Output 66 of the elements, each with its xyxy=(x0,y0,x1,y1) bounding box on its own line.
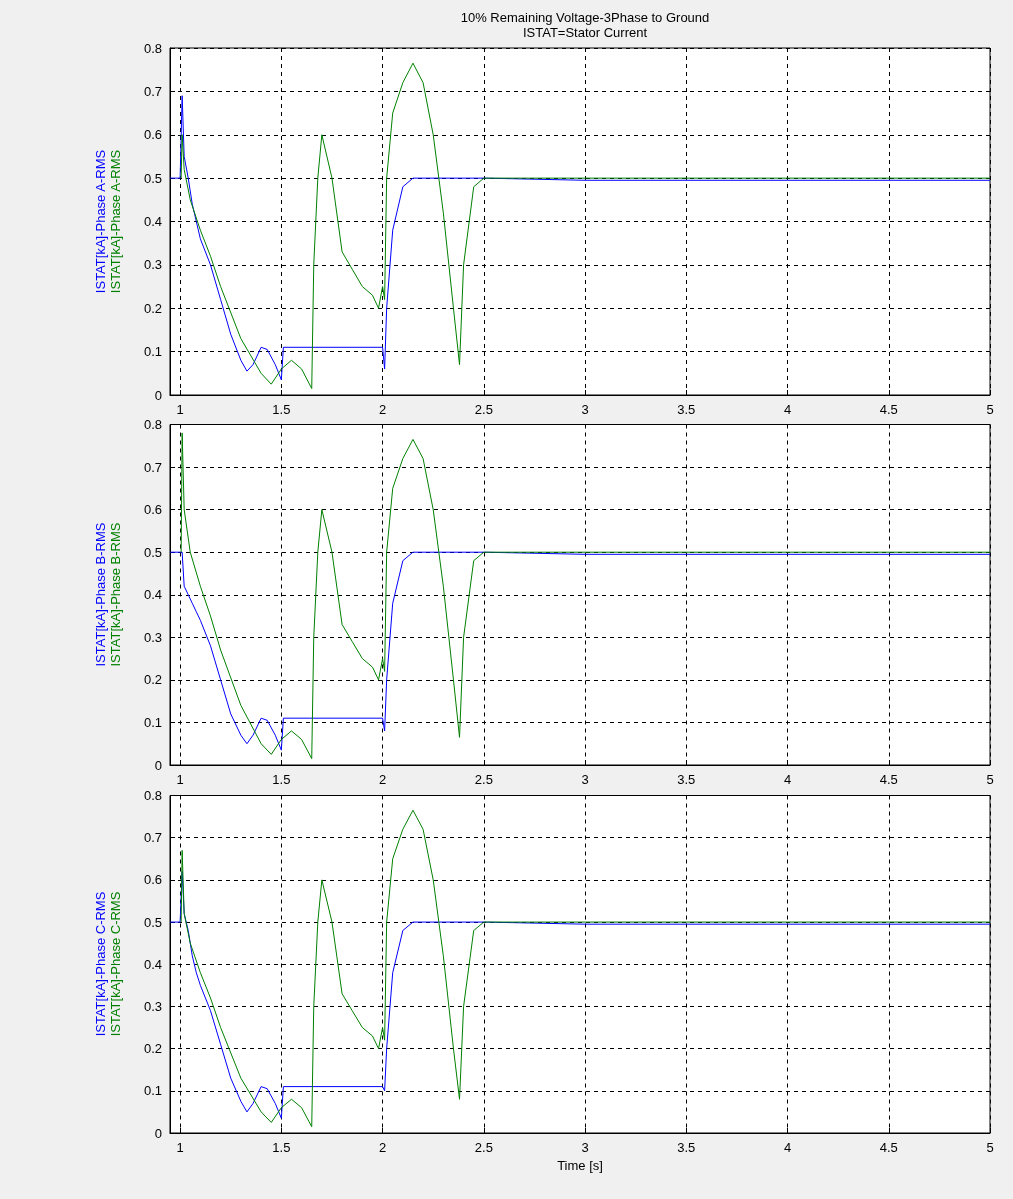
y-tick-label: 0.4 xyxy=(143,214,162,229)
x-tick-label: 5 xyxy=(986,772,994,787)
x-tick-label: 5 xyxy=(986,402,994,417)
line-series xyxy=(169,551,991,751)
x-tick-label: 1.5 xyxy=(272,402,291,417)
x-tick-label: 2.5 xyxy=(474,402,493,417)
y-tick-label: 0.2 xyxy=(143,672,162,688)
y-tick-label: 0.3 xyxy=(143,257,162,273)
y-tick-label: 0 xyxy=(154,1125,162,1141)
y-tick-label: 0.6 xyxy=(143,502,162,518)
x-tick-label: 2.5 xyxy=(474,772,493,787)
line-series xyxy=(180,809,991,1128)
x-tick-label: 4 xyxy=(783,402,792,417)
text: ISTAT[kA]-Phase B-RMS xyxy=(92,522,108,667)
y-tick-label: 0 xyxy=(154,757,162,773)
text: ISTAT[kA]-Phase B-RMS xyxy=(107,522,123,667)
x-tick-label: 4.5 xyxy=(879,402,898,417)
x-tick-label: 3.5 xyxy=(677,772,696,787)
y-tick-label: 0.7 xyxy=(143,459,162,475)
x-tick-label: 1 xyxy=(176,402,184,417)
y-tick-label: 0.5 xyxy=(143,544,162,560)
x-axis-title: Time [s] xyxy=(557,1158,603,1173)
y-tick-label: 0.6 xyxy=(143,872,162,888)
y-tick-label: 0.1 xyxy=(143,714,162,730)
y-tick-label: 0.3 xyxy=(143,629,162,645)
y-tick-label: 0.8 xyxy=(143,788,162,803)
x-tick-label: 2.5 xyxy=(474,1140,493,1155)
x-tick-label: 2 xyxy=(378,772,387,787)
text: ISTAT[kA]-Phase A-RMS xyxy=(92,149,108,294)
y-tick-label: 0.4 xyxy=(143,956,162,972)
x-tick-label: 3.5 xyxy=(677,402,696,417)
x-tick-label: 2 xyxy=(378,1140,387,1155)
y-tick-label: 0.1 xyxy=(143,1083,162,1099)
x-tick-label: 1.5 xyxy=(272,772,291,787)
y-tick-label: 0.8 xyxy=(143,417,162,432)
text: ISTAT[kA]-Phase A-RMS xyxy=(107,149,123,294)
x-tick-label: 4 xyxy=(783,1140,792,1155)
chart-subtitle: ISTAT=Stator Current xyxy=(522,25,648,40)
x-tick-label: 1 xyxy=(176,1140,184,1155)
y-tick-label: 0.5 xyxy=(143,170,162,186)
text: ISTAT[kA]-Phase C-RMS xyxy=(107,891,123,1037)
y-tick-label: 0.2 xyxy=(143,300,162,316)
y-tick-label: 0.7 xyxy=(143,830,162,846)
x-tick-label: 4 xyxy=(783,772,792,787)
x-tick-label: 3 xyxy=(581,402,589,417)
y-tick-label: 0.7 xyxy=(143,83,162,99)
x-tick-label: 5 xyxy=(986,1140,994,1155)
y-tick-label: 0.5 xyxy=(143,914,162,930)
text: ISTAT[kA]-Phase C-RMS xyxy=(92,891,108,1037)
x-tick-label: 2 xyxy=(378,402,387,417)
chart-title: 10% Remaining Voltage-3Phase to Ground xyxy=(460,10,710,25)
x-tick-label: 3.5 xyxy=(677,1140,696,1155)
x-tick-label: 3 xyxy=(581,772,589,787)
y-tick-label: 0.3 xyxy=(143,998,162,1014)
x-tick-label: 4.5 xyxy=(879,772,898,787)
y-tick-label: 0.1 xyxy=(143,344,162,360)
y-tick-label: 0.6 xyxy=(143,127,162,143)
y-tick-label: 0.4 xyxy=(143,587,162,603)
x-tick-label: 3 xyxy=(581,1140,589,1155)
y-tick-label: 0.8 xyxy=(143,40,162,56)
y-tick-label: 0 xyxy=(154,387,162,403)
line-series xyxy=(180,432,991,760)
x-tick-label: 1 xyxy=(176,772,184,787)
x-tick-label: 4.5 xyxy=(879,1140,898,1155)
y-tick-label: 0.2 xyxy=(143,1041,162,1057)
x-tick-label: 1.5 xyxy=(272,1140,291,1155)
